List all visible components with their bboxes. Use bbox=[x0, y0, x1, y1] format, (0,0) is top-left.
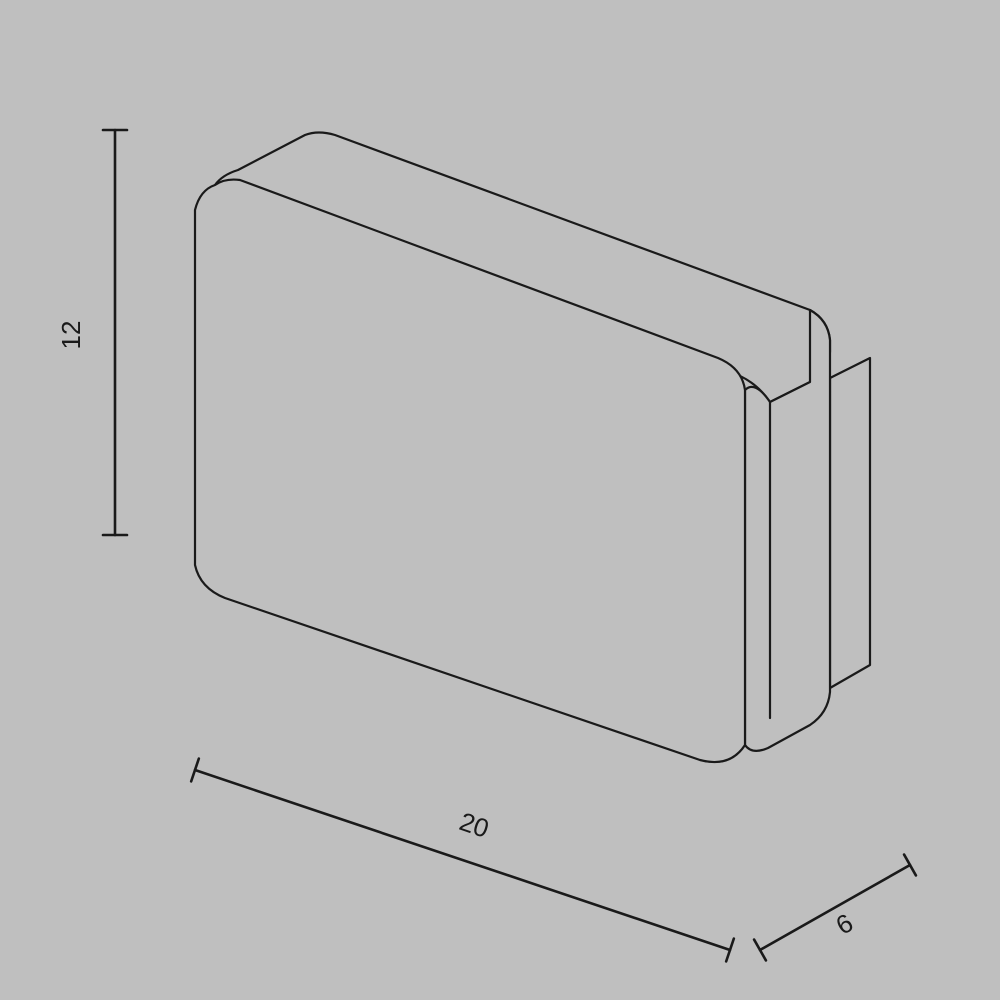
back-panel-face bbox=[830, 358, 870, 688]
dimension-height-label: 12 bbox=[56, 321, 86, 350]
technical-drawing: 12206 bbox=[0, 0, 1000, 1000]
